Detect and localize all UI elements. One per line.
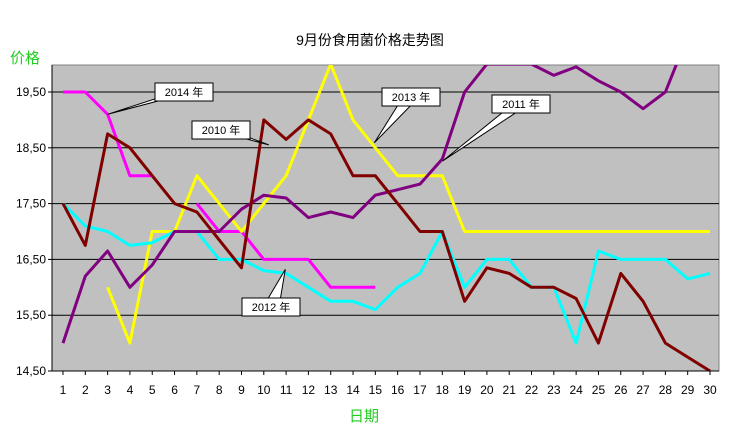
x-tick-label: 1 [60,383,67,397]
x-tick-label: 9 [238,383,245,397]
plot-area [51,64,720,372]
x-tick-label: 22 [525,383,539,397]
callout-label: 2014 年 [165,85,204,99]
x-tick-label: 4 [127,383,134,397]
callout-label: 2011 年 [502,97,540,111]
x-tick-label: 12 [302,383,316,397]
x-tick-label: 21 [503,383,517,397]
x-tick-label: 20 [480,383,494,397]
callout-label: 2012 年 [252,300,291,314]
callout-0: 2014 年 [107,82,214,115]
callout-box [191,120,251,140]
y-axis-ticks: 14,50 15,50 16,50 17,50 18,50 19,50 [16,85,52,378]
callout-box [241,297,301,317]
y-tick-label: 16,50 [16,252,46,266]
x-tick-label: 2 [82,383,89,397]
series-line-2 [61,202,711,345]
x-tick-label: 25 [592,383,606,397]
x-tick-label: 16 [391,383,405,397]
x-tick-label: 14 [346,383,360,397]
x-tick-label: 15 [369,383,383,397]
x-tick-label: 19 [458,383,472,397]
x-tick-label: 28 [659,383,673,397]
y-axis-title: 价格 [10,50,40,67]
series-line-0 [195,202,376,289]
x-tick-label: 23 [547,383,561,397]
callout-box [381,87,441,107]
callout-label: 2013 年 [392,90,431,104]
callout-label: 2010 年 [202,123,241,137]
y-tick-label: 18,50 [16,141,46,155]
y-tick-label: 19,50 [16,85,46,99]
x-tick-label: 24 [569,383,583,397]
x-tick-label: 29 [681,383,695,397]
callout-2: 2011 年 [442,94,551,162]
x-tick-label: 30 [703,383,717,397]
series-line-4 [61,118,711,371]
chart-title: 9月份食用菌价格走势图 [296,32,444,48]
x-tick-label: 17 [413,383,427,397]
callout-box [491,94,551,114]
y-tick-label: 15,50 [16,308,46,322]
series-lines [61,65,711,371]
x-tick-label: 27 [636,383,650,397]
series-callouts: 2014 年 2013 年 2011 年 2010 年 2012 年 [107,82,551,317]
y-tick-label: 14,50 [16,364,46,378]
callout-4: 2012 年 [241,269,301,317]
x-tick-label: 18 [436,383,450,397]
x-tick-label: 7 [194,383,201,397]
x-tick-label: 13 [324,383,338,397]
x-tick-label: 3 [104,383,111,397]
x-axis-ticks: 1 2 3 4 5 6 7 8 9 10 11 12 13 14 15 16 17 18 19 20 21 22 23 24 2… [60,371,717,397]
x-tick-label: 11 [280,383,293,397]
series-line-1 [106,65,710,345]
x-tick-label: 26 [614,383,628,397]
callout-3: 2010 年 [191,120,269,146]
y-tick-label: 17,50 [16,197,46,211]
x-axis-title: 日期 [349,408,379,425]
series-line-3 [61,65,678,344]
callout-box [154,82,214,102]
x-tick-label: 8 [216,383,223,397]
x-tick-label: 10 [257,383,271,397]
x-tick-label: 6 [171,383,178,397]
callout-1: 2013 年 [373,87,441,144]
x-tick-label: 5 [149,383,156,397]
